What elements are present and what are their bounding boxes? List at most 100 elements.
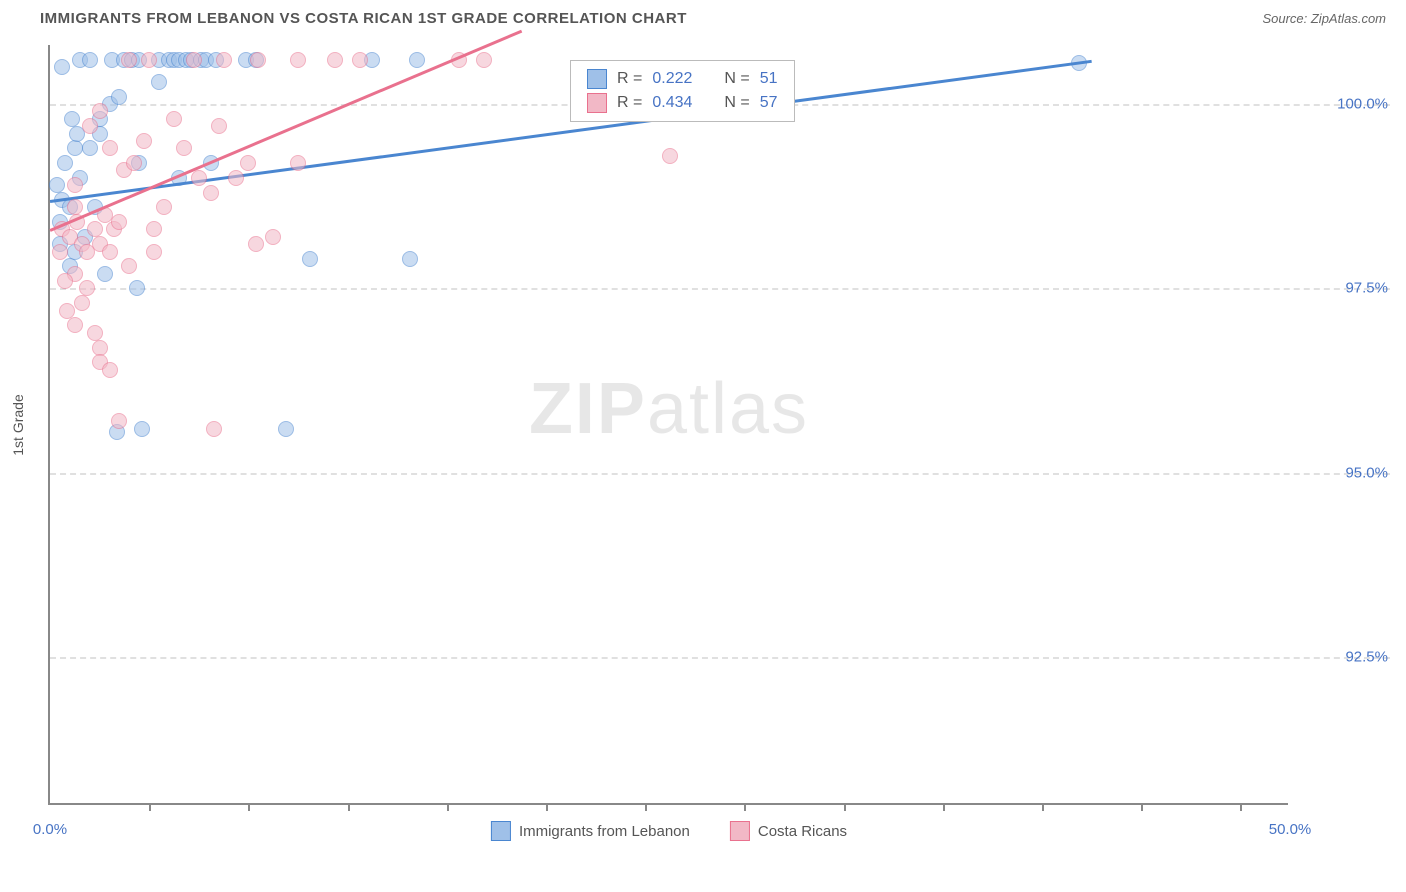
data-point — [82, 118, 98, 134]
data-point — [82, 52, 98, 68]
data-point — [79, 280, 95, 296]
legend-swatch — [730, 821, 750, 841]
watermark: ZIPatlas — [529, 368, 809, 450]
data-point — [57, 273, 73, 289]
data-point — [662, 148, 678, 164]
data-point — [278, 421, 294, 437]
x-tick — [348, 803, 350, 811]
data-point — [59, 303, 75, 319]
data-point — [102, 140, 118, 156]
legend-r-value: 0.434 — [652, 94, 692, 112]
x-tick — [447, 803, 449, 811]
legend-n-value: 51 — [760, 70, 778, 88]
data-point — [250, 52, 266, 68]
series-legend-label: Immigrants from Lebanon — [519, 823, 690, 840]
data-point — [111, 413, 127, 429]
data-point — [92, 103, 108, 119]
x-tick — [943, 803, 945, 811]
data-point — [54, 59, 70, 75]
plot-area: ZIPatlas 92.5%95.0%97.5%100.0%0.0%50.0%R… — [48, 45, 1288, 805]
stats-legend: R = 0.222 N = 51 R = 0.434 N = 57 — [570, 60, 795, 122]
legend-n-label: N = — [724, 70, 749, 88]
data-point — [92, 340, 108, 356]
data-point — [206, 421, 222, 437]
data-point — [203, 185, 219, 201]
data-point — [476, 52, 492, 68]
data-point — [102, 362, 118, 378]
data-point — [64, 111, 80, 127]
data-point — [134, 421, 150, 437]
y-tick-label: 100.0% — [1298, 96, 1388, 113]
y-axis-label: 1st Grade — [10, 394, 26, 455]
data-point — [290, 52, 306, 68]
data-point — [248, 236, 264, 252]
data-point — [67, 140, 83, 156]
data-point — [216, 52, 232, 68]
chart-container: 1st Grade ZIPatlas 92.5%95.0%97.5%100.0%… — [48, 45, 1288, 805]
legend-swatch — [491, 821, 511, 841]
data-point — [82, 140, 98, 156]
data-point — [67, 317, 83, 333]
chart-header: IMMIGRANTS FROM LEBANON VS COSTA RICAN 1… — [0, 0, 1406, 32]
legend-n-value: 57 — [760, 94, 778, 112]
data-point — [151, 74, 167, 90]
data-point — [146, 221, 162, 237]
data-point — [111, 214, 127, 230]
data-point — [409, 52, 425, 68]
legend-r-label: R = — [617, 70, 642, 88]
x-tick — [844, 803, 846, 811]
x-tick — [645, 803, 647, 811]
gridline — [50, 288, 1390, 290]
series-legend-item: Costa Ricans — [730, 821, 847, 841]
data-point — [111, 89, 127, 105]
data-point — [129, 280, 145, 296]
data-point — [176, 140, 192, 156]
data-point — [87, 221, 103, 237]
data-point — [67, 199, 83, 215]
stats-legend-row: R = 0.222 N = 51 — [571, 67, 794, 91]
legend-swatch — [587, 69, 607, 89]
series-legend-label: Costa Ricans — [758, 823, 847, 840]
data-point — [74, 295, 90, 311]
data-point — [166, 111, 182, 127]
stats-legend-row: R = 0.434 N = 57 — [571, 91, 794, 115]
y-tick-label: 95.0% — [1298, 464, 1388, 481]
x-tick — [1240, 803, 1242, 811]
data-point — [49, 177, 65, 193]
data-point — [136, 133, 152, 149]
x-tick-label: 0.0% — [33, 821, 67, 838]
y-tick-label: 92.5% — [1298, 649, 1388, 666]
data-point — [290, 155, 306, 171]
data-point — [121, 258, 137, 274]
data-point — [228, 170, 244, 186]
gridline — [50, 657, 1390, 659]
y-tick-label: 97.5% — [1298, 280, 1388, 297]
x-tick — [546, 803, 548, 811]
data-point — [191, 170, 207, 186]
data-point — [126, 155, 142, 171]
data-point — [156, 199, 172, 215]
legend-n-label: N = — [724, 94, 749, 112]
data-point — [327, 52, 343, 68]
data-point — [352, 52, 368, 68]
data-point — [146, 244, 162, 260]
data-point — [102, 244, 118, 260]
x-tick — [744, 803, 746, 811]
data-point — [121, 52, 137, 68]
series-legend: Immigrants from Lebanon Costa Ricans — [491, 821, 847, 841]
data-point — [240, 155, 256, 171]
data-point — [265, 229, 281, 245]
chart-title: IMMIGRANTS FROM LEBANON VS COSTA RICAN 1… — [40, 10, 687, 27]
data-point — [67, 177, 83, 193]
data-point — [141, 52, 157, 68]
data-point — [87, 325, 103, 341]
x-tick — [1141, 803, 1143, 811]
legend-swatch — [587, 93, 607, 113]
x-tick-label: 50.0% — [1269, 821, 1312, 838]
data-point — [402, 251, 418, 267]
legend-r-label: R = — [617, 94, 642, 112]
legend-r-value: 0.222 — [652, 70, 692, 88]
series-legend-item: Immigrants from Lebanon — [491, 821, 690, 841]
data-point — [211, 118, 227, 134]
data-point — [97, 266, 113, 282]
